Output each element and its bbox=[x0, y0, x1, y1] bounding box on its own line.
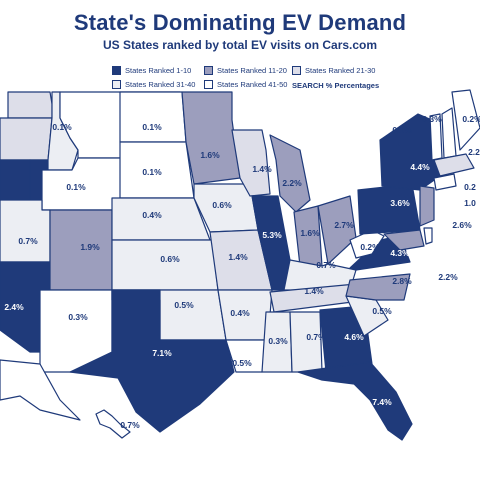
legend-item-tier5: States Ranked 41-50 bbox=[204, 80, 287, 89]
state-value-fl: 7.4% bbox=[372, 397, 392, 407]
legend-label-tier4: States Ranked 31-40 bbox=[125, 80, 196, 89]
state-value-nc: 2.8% bbox=[392, 276, 412, 286]
state-value-vt: 0.1% bbox=[392, 125, 412, 135]
legend-item-tier1: States Ranked 1-10 bbox=[112, 66, 191, 75]
state-value-ne: 0.4% bbox=[142, 210, 162, 220]
state-hi[interactable] bbox=[95, 409, 131, 439]
state-tx[interactable] bbox=[69, 289, 235, 433]
state-nj[interactable] bbox=[419, 185, 435, 227]
state-pa[interactable] bbox=[357, 183, 421, 235]
state-or[interactable] bbox=[0, 117, 53, 161]
legend-label-tier3: States Ranked 21-30 bbox=[305, 66, 376, 75]
state-value-nh: 0.3% bbox=[422, 114, 442, 124]
state-value-mi: 2.2% bbox=[282, 178, 302, 188]
state-value-tx: 7.1% bbox=[152, 348, 172, 358]
state-md[interactable] bbox=[383, 229, 425, 251]
state-value-me: 0.2% bbox=[462, 114, 480, 124]
state-value-nj: 2.6% bbox=[452, 220, 472, 230]
state-value-la: 0.5% bbox=[232, 358, 252, 368]
state-value-oh: 2.7% bbox=[334, 220, 354, 230]
state-value-ct: 0.2 bbox=[464, 182, 476, 192]
legend-item-tier2: States Ranked 11-20 bbox=[204, 66, 287, 75]
state-value-ga: 4.6% bbox=[344, 332, 364, 342]
state-value-tn: 1.4% bbox=[304, 286, 324, 296]
state-value-il: 5.3% bbox=[262, 230, 282, 240]
state-ak[interactable] bbox=[0, 359, 81, 421]
state-oh[interactable] bbox=[317, 195, 357, 265]
state-value-in: 1.6% bbox=[300, 228, 320, 238]
state-value-ms: 0.3% bbox=[268, 336, 288, 346]
state-nh[interactable] bbox=[441, 107, 457, 159]
state-value-wi: 1.4% bbox=[252, 164, 272, 174]
state-value-ma: 2.2 bbox=[468, 147, 480, 157]
state-ut[interactable] bbox=[0, 199, 51, 263]
state-value-ok: 0.5% bbox=[174, 300, 194, 310]
state-mn[interactable] bbox=[181, 91, 241, 185]
state-value-sc: 0.5% bbox=[372, 306, 392, 316]
legend-label-tier5: States Ranked 41-50 bbox=[217, 80, 288, 89]
state-value-ks: 0.6% bbox=[160, 254, 180, 264]
state-value-al: 0.7% bbox=[306, 332, 326, 342]
state-value-wy: 0.1% bbox=[66, 182, 86, 192]
map-title: State's Dominating EV Demand bbox=[73, 10, 407, 35]
state-value-md: 2.2% bbox=[438, 272, 458, 282]
state-value-de: 1.0 bbox=[464, 198, 476, 208]
state-ct[interactable] bbox=[433, 173, 457, 191]
state-value-nm: 0.3% bbox=[68, 312, 88, 322]
state-me[interactable] bbox=[451, 89, 480, 151]
legend-swatch-tier3 bbox=[292, 66, 301, 75]
state-ks[interactable] bbox=[111, 239, 219, 291]
state-value-va: 4.3% bbox=[390, 248, 410, 258]
state-de[interactable] bbox=[423, 227, 433, 245]
state-value-nd: 0.1% bbox=[142, 122, 162, 132]
legend-item-tier3: States Ranked 21-30 bbox=[292, 66, 375, 75]
state-value-hi: 0.7% bbox=[120, 420, 140, 430]
labels-layer: 2.4% 0.1% 0.1% 0.7% 1.9% 0.3% 0.1% 0.1% 0.4% 0.6%… bbox=[4, 114, 480, 430]
state-value-wv: 0.2% bbox=[360, 242, 380, 252]
legend-label-tier1: States Ranked 1-10 bbox=[125, 66, 192, 75]
state-value-nv: 2.4% bbox=[4, 302, 24, 312]
state-value-mo: 1.4% bbox=[228, 252, 248, 262]
state-value-ny: 4.4% bbox=[410, 162, 430, 172]
state-value-ar: 0.4% bbox=[230, 308, 250, 318]
legend-label-tier2: States Ranked 11-20 bbox=[217, 66, 287, 75]
legend-swatch-tier1 bbox=[112, 66, 121, 75]
state-value-mn: 1.6% bbox=[200, 150, 220, 160]
state-nc[interactable] bbox=[345, 273, 411, 301]
state-value-ky: 0.7% bbox=[316, 260, 336, 270]
state-value-ia: 0.6% bbox=[212, 200, 232, 210]
map-subtitle: US States ranked by total EV visits on C… bbox=[102, 38, 378, 52]
state-value-ut: 0.7% bbox=[18, 236, 38, 246]
legend-item-tier4: States Ranked 31-40 bbox=[112, 80, 195, 89]
state-value-co: 1.9% bbox=[80, 242, 100, 252]
state-value-mt: 0.1% bbox=[52, 122, 72, 132]
states-layer bbox=[0, 89, 480, 441]
state-value-sd: 0.1% bbox=[142, 167, 162, 177]
state-fl[interactable] bbox=[297, 361, 413, 441]
legend-note: SEARCH % Percentages bbox=[292, 81, 380, 90]
state-value-pa: 3.6% bbox=[390, 198, 410, 208]
state-ma[interactable] bbox=[433, 153, 475, 177]
state-al[interactable] bbox=[289, 311, 323, 373]
state-wi[interactable] bbox=[231, 129, 271, 197]
legend-swatch-tier4 bbox=[112, 80, 121, 89]
legend-swatch-tier2 bbox=[204, 66, 213, 75]
state-wa[interactable] bbox=[7, 91, 53, 119]
legend-swatch-tier5 bbox=[204, 80, 213, 89]
state-nd[interactable] bbox=[119, 91, 187, 143]
